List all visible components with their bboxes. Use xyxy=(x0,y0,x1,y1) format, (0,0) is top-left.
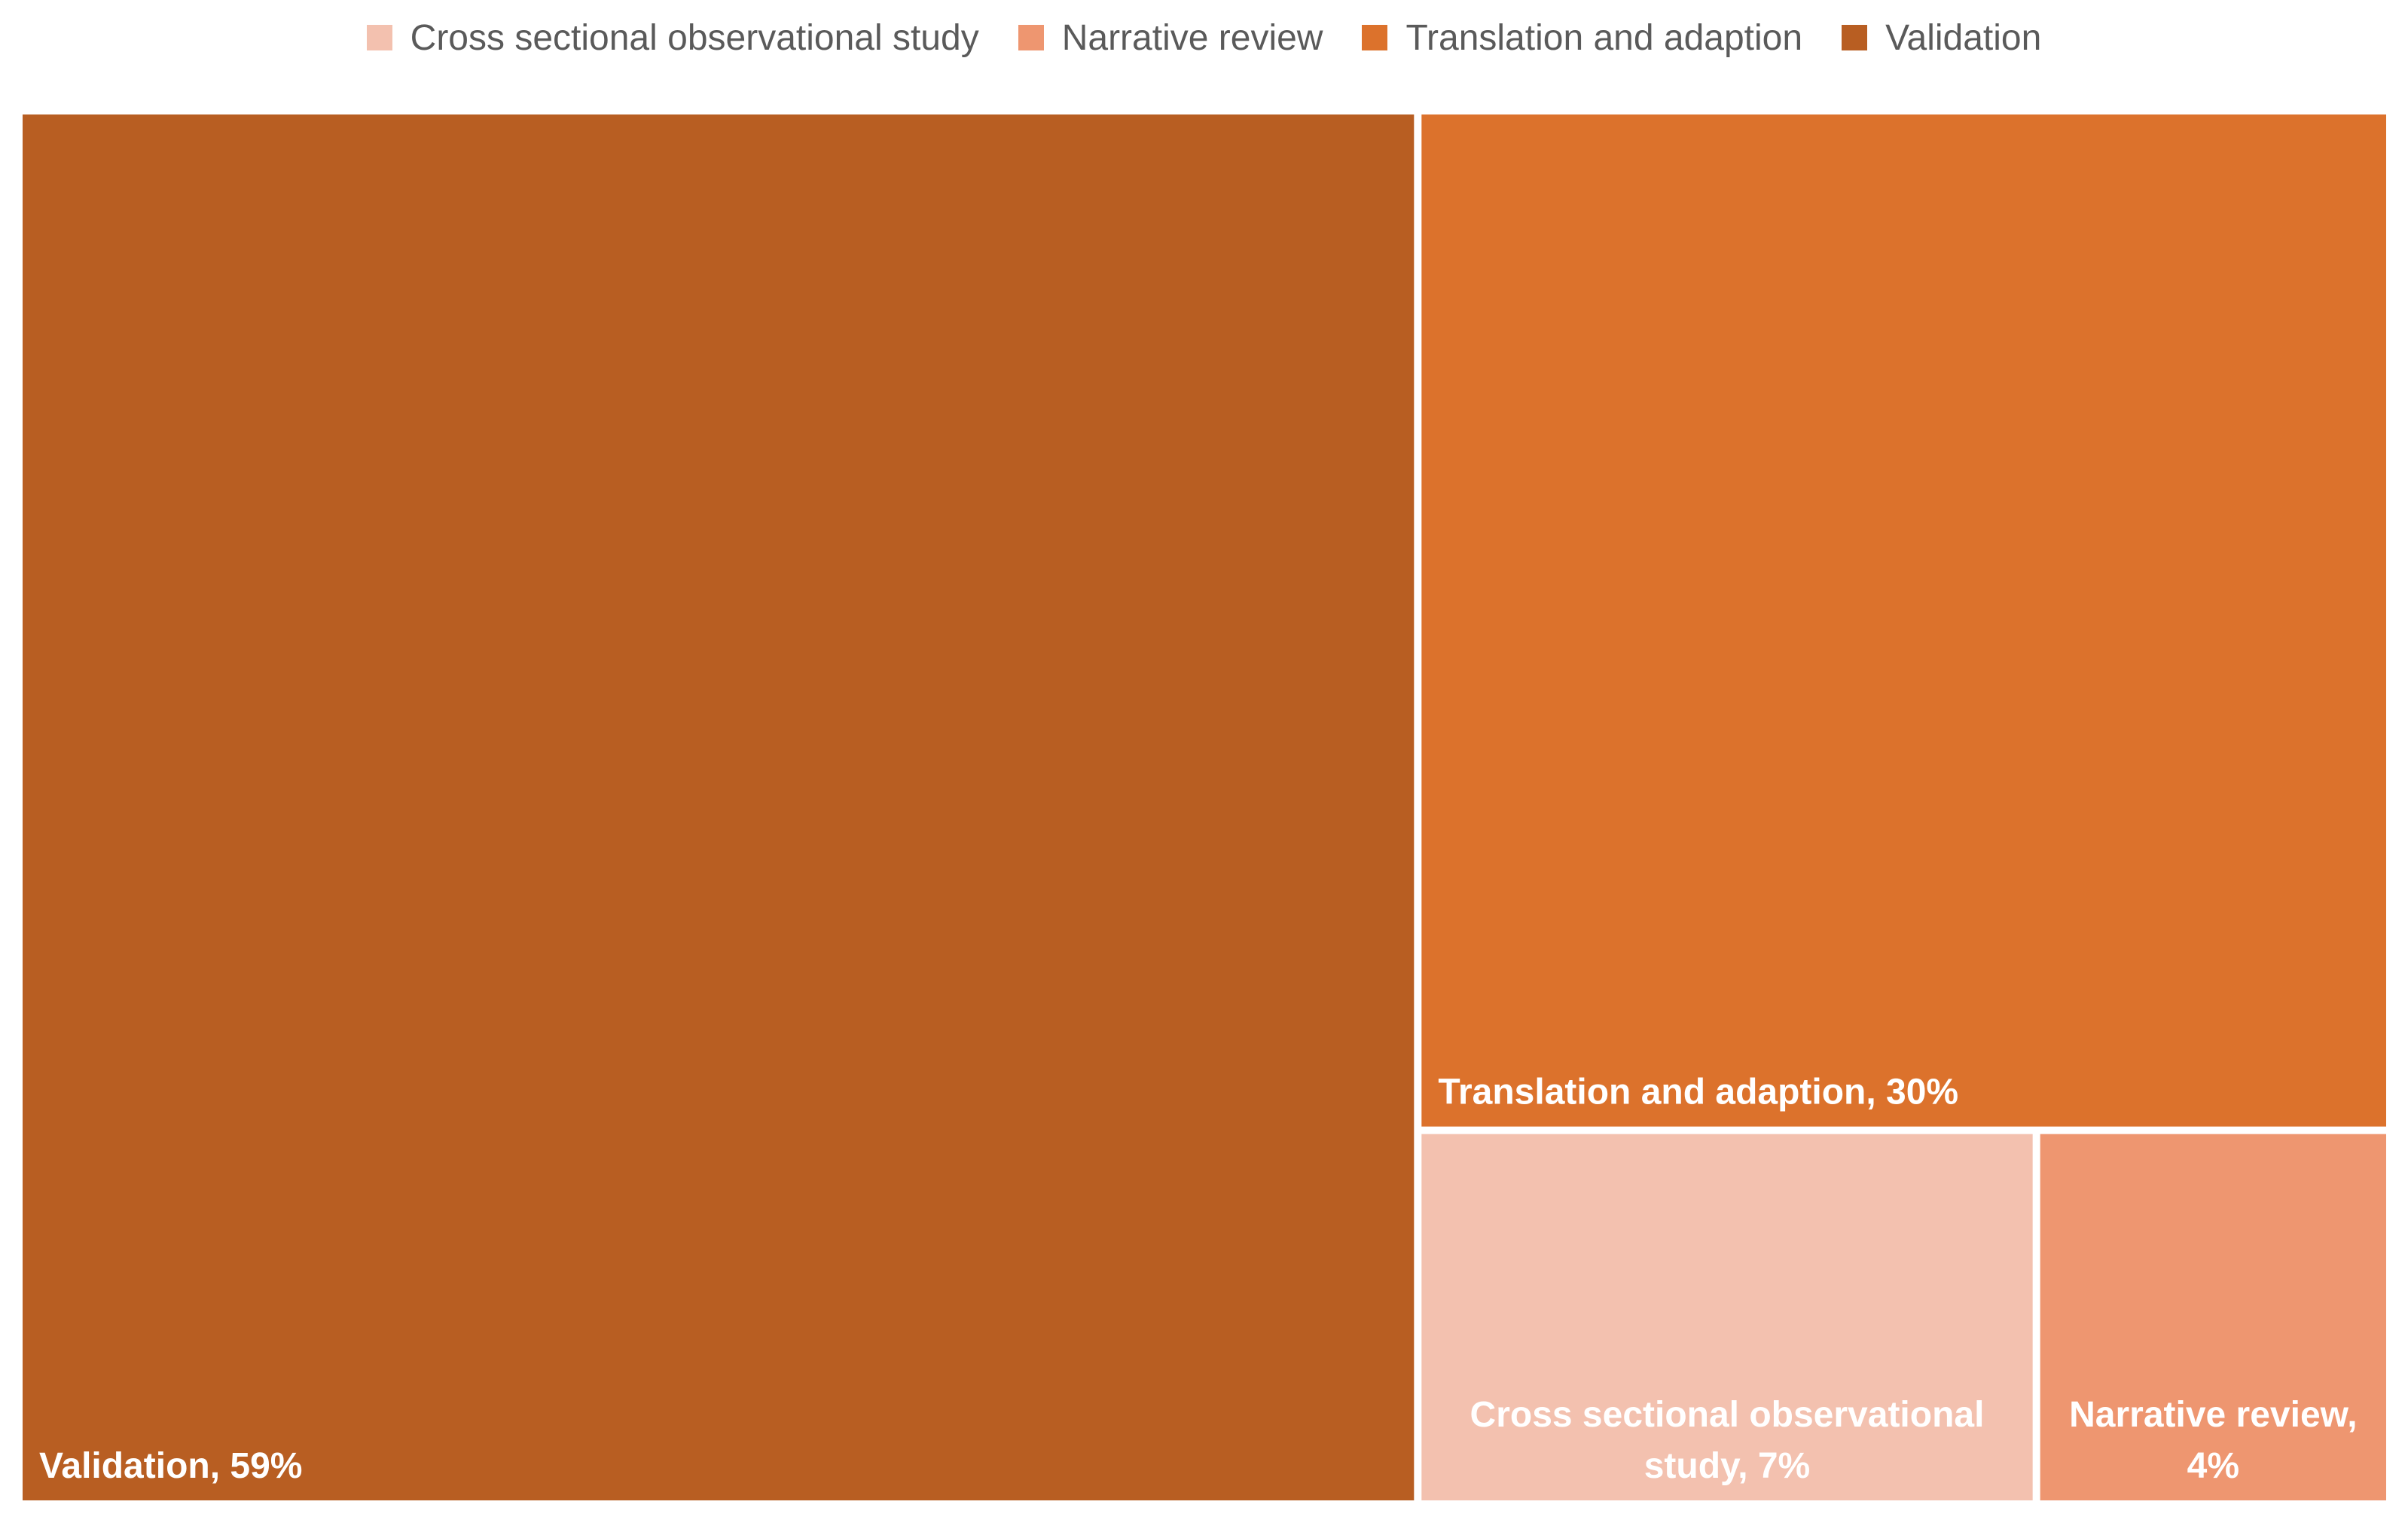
legend-label-validation: Validation xyxy=(1885,17,2042,58)
treemap-tile-cross-sectional-observational-study xyxy=(1421,1134,2033,1500)
legend-swatch-cross-sectional xyxy=(366,25,392,50)
legend-label-cross-sectional: Cross sectional observational study xyxy=(410,17,979,58)
chart-legend: Cross sectional observational study Narr… xyxy=(0,8,2408,68)
treemap-label-translation-and-adaption: Translation and adaption, 30% xyxy=(1438,1073,1958,1112)
treemap-tile-translation-and-adaption xyxy=(1421,114,2386,1127)
legend-item-validation: Validation xyxy=(1842,17,2041,59)
legend-label-translation: Translation and adaption xyxy=(1405,17,1803,58)
legend-item-translation: Translation and adaption xyxy=(1362,17,1802,59)
treemap-label-cross-sectional-observational-study-line-1: Cross sectional observational xyxy=(1470,1395,1985,1435)
treemap-label-narrative-review-line-2: 4% xyxy=(2187,1446,2239,1486)
legend-label-narrative-review: Narrative review xyxy=(1061,17,1323,58)
treemap-tile-validation xyxy=(23,114,1415,1500)
treemap-label-narrative-review-line-1: Narrative review, xyxy=(2069,1395,2357,1435)
legend-item-cross-sectional: Cross sectional observational study xyxy=(366,17,979,59)
treemap-tile-narrative-review xyxy=(2040,1134,2386,1500)
treemap-label-cross-sectional-observational-study-line-2: study, 7% xyxy=(1644,1446,1811,1486)
legend-swatch-narrative-review xyxy=(1018,25,1044,50)
legend-swatch-translation xyxy=(1362,25,1388,50)
legend-swatch-validation xyxy=(1842,25,1868,50)
legend-item-narrative-review: Narrative review xyxy=(1018,17,1323,59)
treemap-label-validation: Validation, 59% xyxy=(39,1446,302,1486)
